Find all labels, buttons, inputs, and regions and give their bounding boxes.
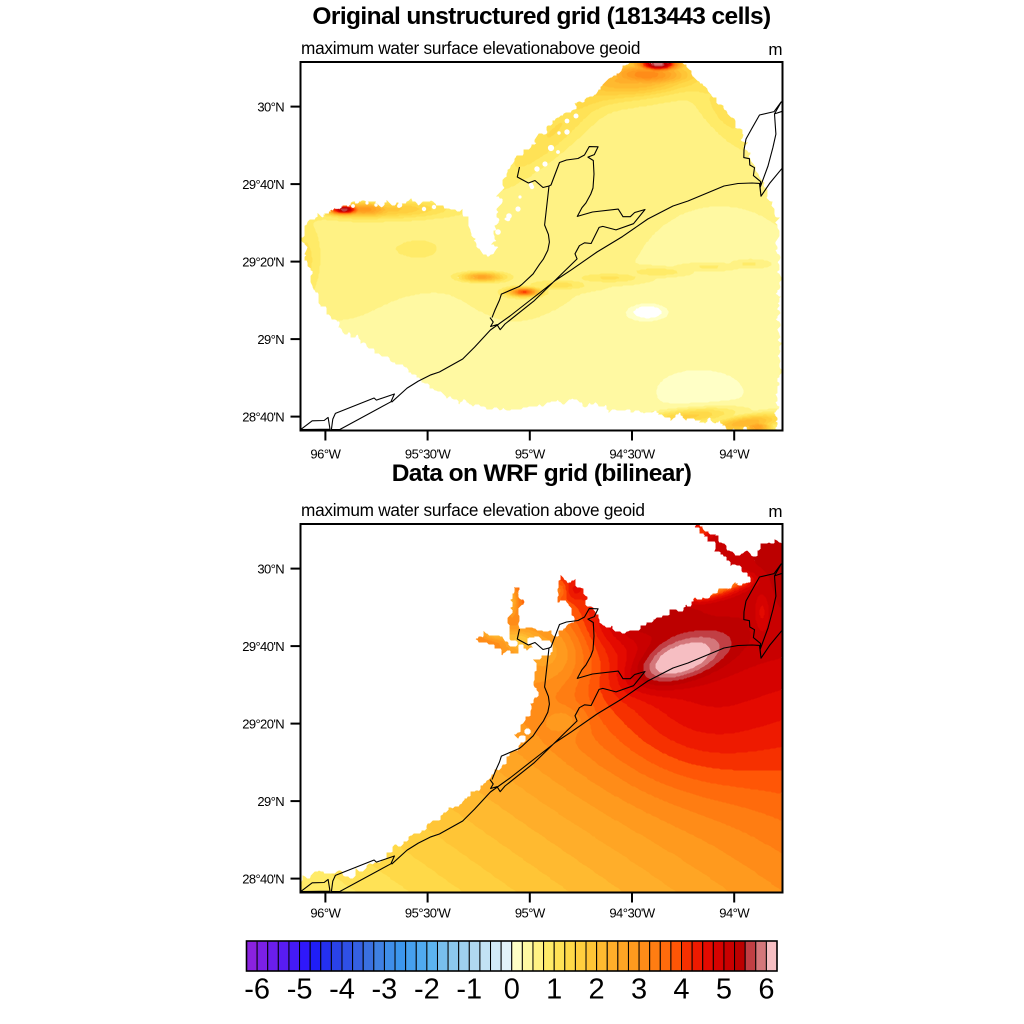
svg-text:Original unstructured grid (18: Original unstructured grid (1813443 cell…: [312, 3, 770, 30]
svg-text:-2: -2: [414, 974, 440, 1006]
svg-text:95°W: 95°W: [515, 446, 546, 461]
svg-text:28°40'N: 28°40'N: [242, 410, 284, 425]
svg-text:29°20'N: 29°20'N: [242, 717, 284, 732]
svg-text:Data on WRF grid (bilinear): Data on WRF grid (bilinear): [392, 460, 692, 487]
svg-text:95°W: 95°W: [515, 906, 546, 921]
svg-text:29°40'N: 29°40'N: [242, 639, 284, 654]
svg-text:-5: -5: [287, 974, 313, 1006]
svg-text:6: 6: [758, 974, 774, 1006]
svg-text:28°40'N: 28°40'N: [242, 872, 284, 887]
svg-text:94°30'W: 94°30'W: [609, 446, 656, 461]
svg-text:94°W: 94°W: [719, 446, 750, 461]
svg-text:94°W: 94°W: [719, 906, 750, 921]
svg-text:-3: -3: [372, 974, 398, 1006]
svg-text:maximum water surface elevatio: maximum water surface elevationabove geo…: [301, 38, 640, 58]
svg-text:30°N: 30°N: [257, 100, 284, 115]
svg-text:maximum water surface elevatio: maximum water surface elevation above ge…: [301, 500, 645, 520]
svg-text:4: 4: [673, 974, 689, 1006]
svg-text:-6: -6: [244, 974, 270, 1006]
svg-text:30°N: 30°N: [257, 562, 284, 577]
svg-text:-4: -4: [329, 974, 355, 1006]
svg-text:96°W: 96°W: [310, 906, 341, 921]
svg-text:3: 3: [631, 974, 647, 1006]
svg-text:2: 2: [589, 974, 605, 1006]
svg-text:29°20'N: 29°20'N: [242, 255, 284, 270]
svg-text:m: m: [768, 40, 782, 59]
svg-text:29°N: 29°N: [257, 794, 284, 809]
svg-text:m: m: [768, 502, 782, 521]
svg-text:5: 5: [716, 974, 732, 1006]
svg-text:96°W: 96°W: [310, 446, 341, 461]
svg-text:29°40'N: 29°40'N: [242, 177, 284, 192]
svg-text:95°30'W: 95°30'W: [405, 906, 452, 921]
svg-text:95°30'W: 95°30'W: [405, 446, 452, 461]
svg-text:94°30'W: 94°30'W: [609, 906, 656, 921]
svg-text:0: 0: [504, 974, 520, 1006]
svg-text:29°N: 29°N: [257, 332, 284, 347]
svg-text:1: 1: [546, 974, 562, 1006]
svg-text:-1: -1: [456, 974, 482, 1006]
